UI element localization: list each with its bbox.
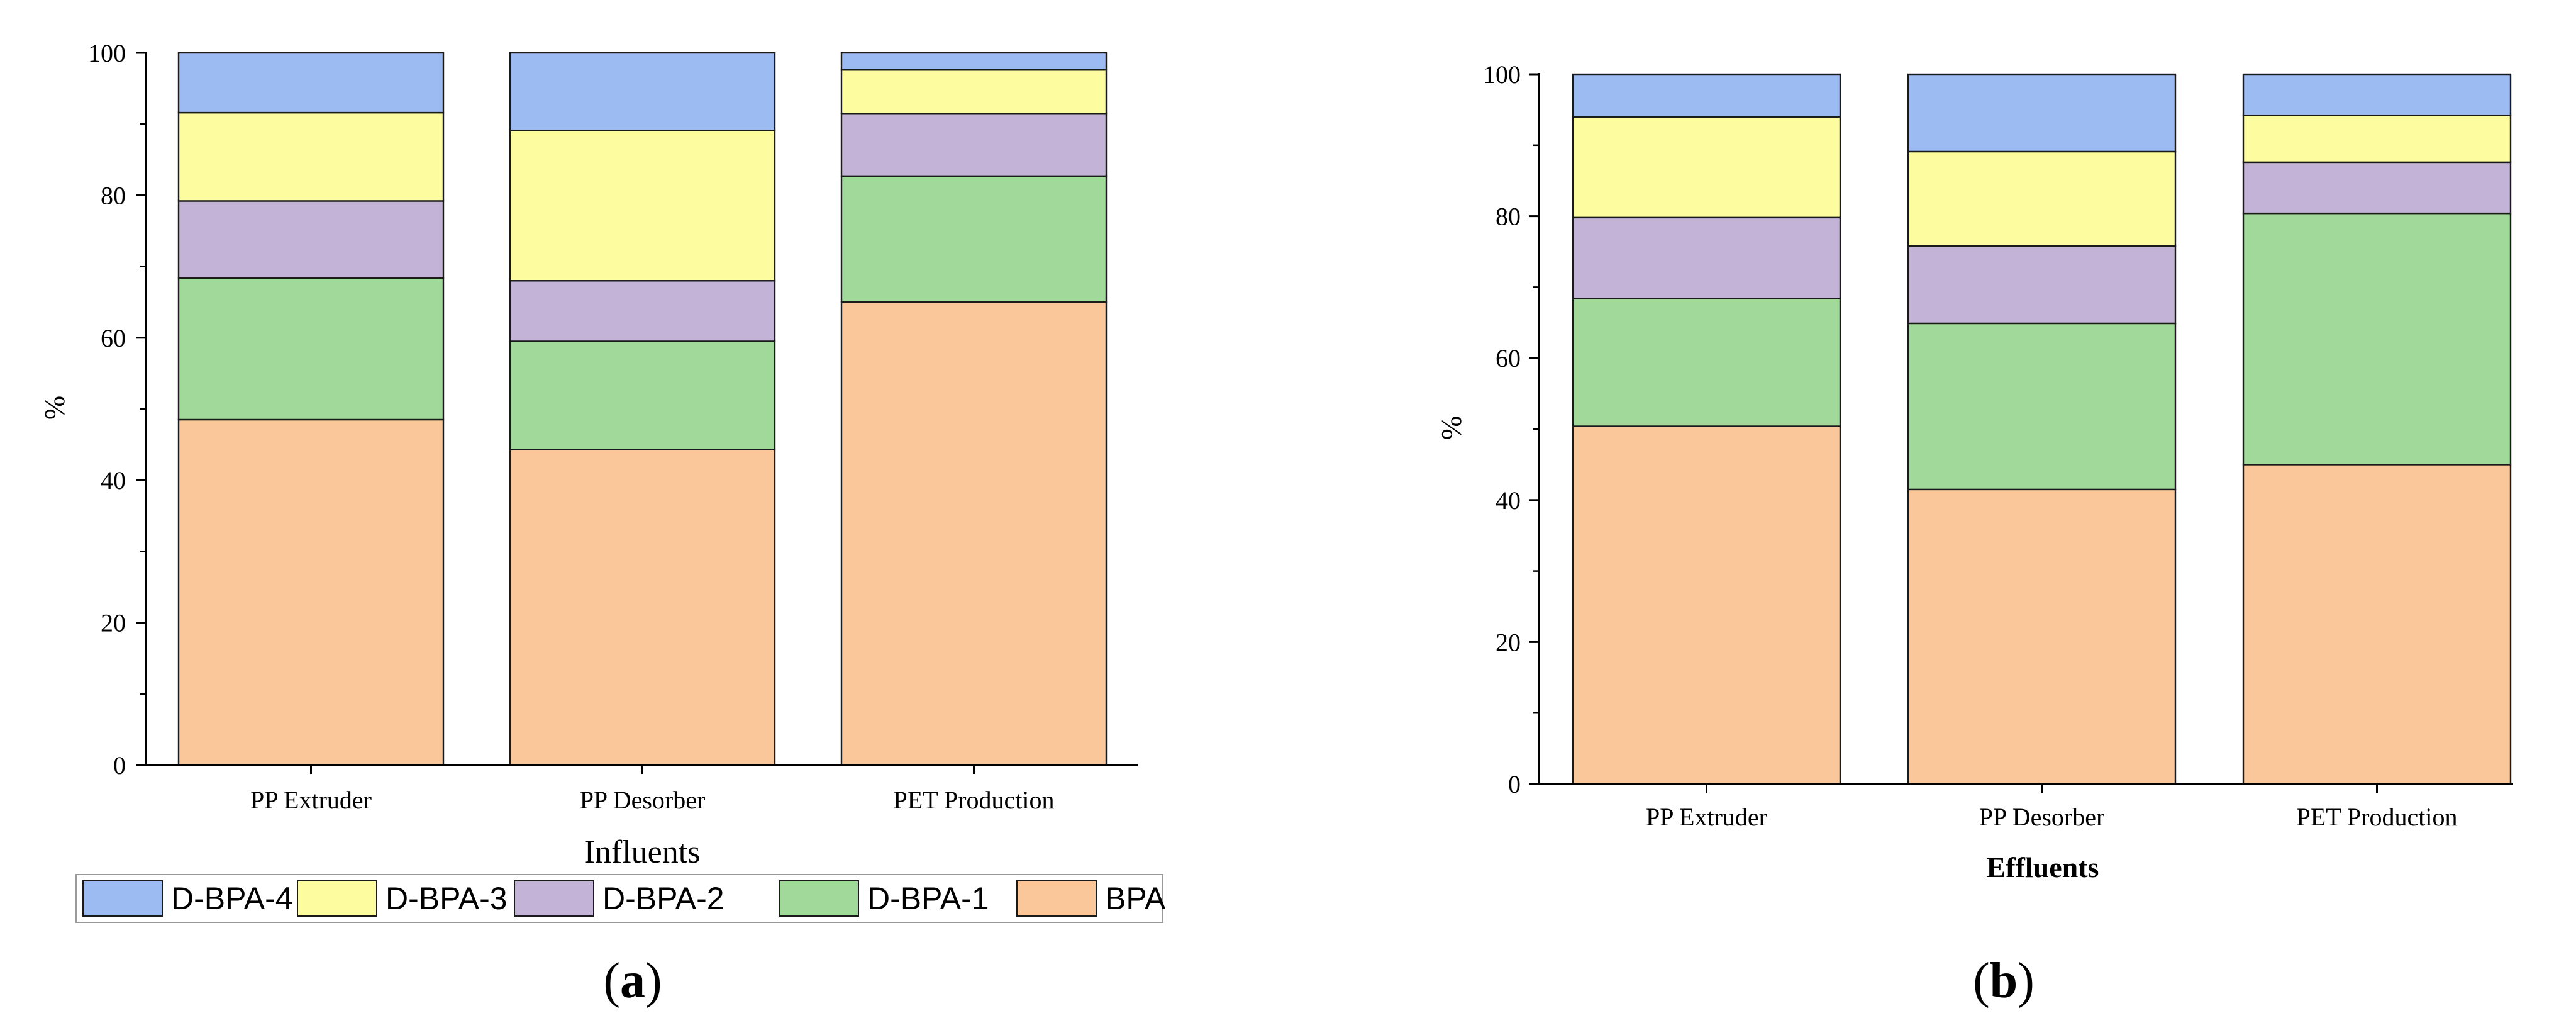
legend-label-d-bpa-2: D-BPA-2 bbox=[602, 881, 724, 916]
panel-b-bar-pp-extruder-d-bpa-3 bbox=[1572, 116, 1841, 219]
panel-a-y-tick-label: 80 bbox=[101, 181, 126, 210]
panel-a-bar-pet-production-d-bpa-3 bbox=[840, 69, 1108, 115]
panel-b-bar-pet-production-d-bpa-4 bbox=[2242, 73, 2512, 116]
panel-b-bar-pet-production-d-bpa-3 bbox=[2242, 115, 2512, 164]
panel-a-bars bbox=[177, 52, 1108, 766]
legend-label-d-bpa-1: D-BPA-1 bbox=[867, 881, 989, 916]
panel-b-x-axis-title: Effluents bbox=[1987, 851, 2099, 883]
panel-b-bar-pp-extruder-d-bpa-4 bbox=[1572, 73, 1841, 118]
panel-a-y-tick-label: 100 bbox=[88, 39, 126, 67]
panel-a-label-open: ( bbox=[603, 953, 620, 1009]
panel-b-bar-pp-desorber-d-bpa-1 bbox=[1907, 322, 2177, 491]
legend-swatch-d-bpa-4 bbox=[82, 880, 163, 917]
panel-a-y-tick-label: 40 bbox=[101, 466, 126, 495]
panel-b-bar-pp-desorber-d-bpa-4 bbox=[1907, 73, 2177, 153]
panel-b-bars bbox=[1572, 73, 2512, 785]
panel-a-category-label-pp-extruder: PP Extruder bbox=[250, 786, 372, 814]
panel-b-label-open: ( bbox=[1973, 953, 1990, 1009]
legend-swatch-d-bpa-1 bbox=[779, 880, 859, 917]
panel-b-label-close: ) bbox=[2018, 953, 2035, 1009]
panel-a-bar-pp-extruder-d-bpa-1 bbox=[177, 277, 445, 421]
panel-a-bar-pp-desorber-d-bpa-3 bbox=[509, 130, 776, 282]
panel-a-bar-pp-extruder-d-bpa-3 bbox=[177, 111, 445, 202]
panel-a-bar-pet-production-d-bpa-4 bbox=[840, 52, 1108, 71]
panel-b-bar-pp-desorber-d-bpa-2 bbox=[1907, 245, 2177, 325]
legend-swatch-d-bpa-3 bbox=[297, 880, 377, 917]
panel-a-bar-pp-desorber-bpa bbox=[509, 449, 776, 766]
panel-a-bar-pp-desorber-d-bpa-2 bbox=[509, 280, 776, 342]
panel-a-bar-pp-extruder-d-bpa-2 bbox=[177, 200, 445, 279]
panel-b-y-axis-label: % bbox=[1435, 416, 1467, 440]
panel-b-axes: 0 20 40 60 80 100 PP Extruder PP Desorber PET Pr… bbox=[1483, 60, 2513, 831]
panel-a-category-label-pp-desorber: PP Desorber bbox=[580, 786, 706, 814]
panel-a-bar-pp-desorber-d-bpa-4 bbox=[509, 52, 776, 131]
panel-b-bar-pp-desorber-d-bpa-3 bbox=[1907, 150, 2177, 247]
panel-b-bar-pp-extruder-d-bpa-1 bbox=[1572, 298, 1841, 427]
panel-b-bar-pet-production-d-bpa-2 bbox=[2242, 161, 2512, 215]
panel-b-bar-pet-production-d-bpa-1 bbox=[2242, 212, 2512, 466]
panel-a-x-axis-title: Influents bbox=[584, 834, 701, 870]
panel-b-y-tick-label: 0 bbox=[1508, 770, 1521, 798]
legend-label-d-bpa-4: D-BPA-4 bbox=[171, 881, 293, 916]
panel-a-label: (a) bbox=[603, 953, 662, 1009]
panel-b-category-label-pet-production: PET Production bbox=[2297, 803, 2458, 831]
panel-a-bar-pet-production-d-bpa-1 bbox=[840, 175, 1108, 303]
panel-a-bar-pp-desorber-d-bpa-1 bbox=[509, 340, 776, 450]
panel-b-chart: 0 20 40 60 80 100 PP Extruder PP Desorber PET Pr… bbox=[1435, 60, 2513, 883]
panel-a-bar-pet-production-d-bpa-2 bbox=[840, 113, 1108, 177]
panel-b-bar-pp-extruder-bpa bbox=[1572, 425, 1841, 785]
panel-b-y-tick-label: 60 bbox=[1496, 344, 1521, 372]
legend-label-d-bpa-3: D-BPA-3 bbox=[386, 881, 508, 916]
panel-b-category-label-pp-extruder: PP Extruder bbox=[1646, 803, 1767, 831]
panel-b-label: (b) bbox=[1973, 953, 2035, 1009]
legend-frame bbox=[75, 874, 1163, 923]
panel-a-bar-pp-extruder-d-bpa-4 bbox=[177, 52, 445, 114]
panel-b-y-tick-label: 40 bbox=[1496, 486, 1521, 515]
panel-a-label-close: ) bbox=[645, 953, 662, 1009]
panel-b-label-letter: b bbox=[1990, 953, 2018, 1009]
panel-b-bar-pp-extruder-d-bpa-2 bbox=[1572, 216, 1841, 299]
panel-a-bar-pet-production-bpa bbox=[840, 301, 1108, 766]
legend-swatch-bpa bbox=[1016, 880, 1097, 917]
panel-a-y-tick-label: 0 bbox=[113, 751, 126, 780]
panel-b-y-tick-label: 20 bbox=[1496, 628, 1521, 656]
panel-b-y-tick-label: 80 bbox=[1496, 203, 1521, 231]
panel-a-label-letter: a bbox=[620, 953, 645, 1009]
legend-swatch-d-bpa-2 bbox=[514, 880, 594, 917]
panel-a-y-axis-label: % bbox=[38, 396, 70, 420]
panel-a-axes: 0 20 40 60 80 100 PP Extruder PP Desorber PET Pr… bbox=[88, 39, 1138, 814]
panel-b-y-tick-label: 100 bbox=[1483, 60, 1521, 89]
panel-a-category-label-pet-production: PET Production bbox=[894, 786, 1055, 814]
panel-b-bar-pet-production-bpa bbox=[2242, 464, 2512, 785]
legend-label-bpa: BPA bbox=[1105, 881, 1166, 916]
legend: D-BPA-4 D-BPA-3 D-BPA-2 D-BPA-1 BPA bbox=[75, 874, 1166, 923]
panel-b-bar-pp-desorber-bpa bbox=[1907, 488, 2177, 785]
panel-b-category-label-pp-desorber: PP Desorber bbox=[1979, 803, 2105, 831]
panel-a-y-tick-label: 60 bbox=[101, 324, 126, 352]
panel-a-bar-pp-extruder-bpa bbox=[177, 418, 445, 766]
panel-a-y-tick-label: 20 bbox=[101, 609, 126, 637]
panel-a-chart: 0 20 40 60 80 100 PP Extruder PP Desorber PET Pr… bbox=[38, 39, 1138, 870]
